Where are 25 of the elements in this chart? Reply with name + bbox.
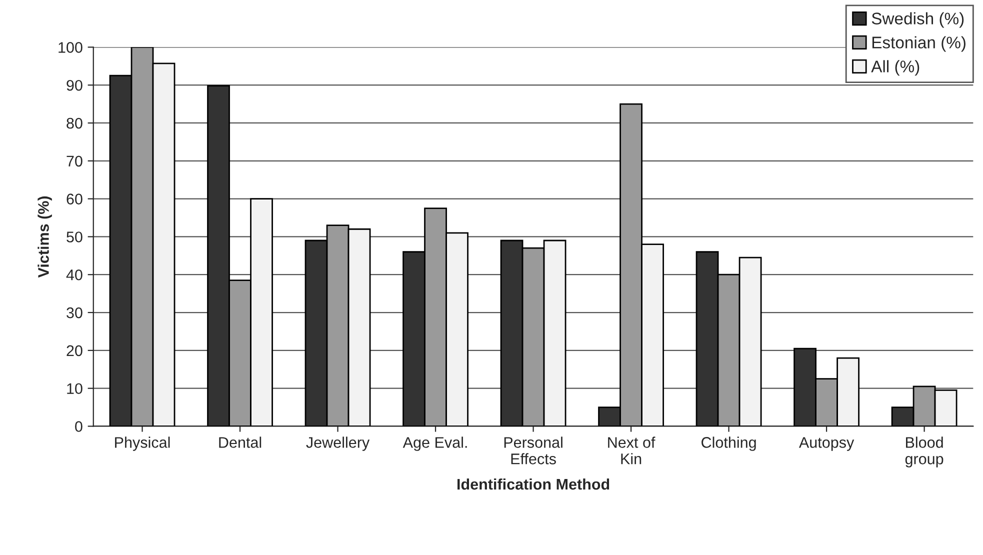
y-tick-label: 40 — [66, 269, 82, 280]
y-tick-label: 50 — [66, 232, 82, 242]
x-tick-label: Blood group — [905, 436, 944, 468]
x-tick-label: Clothing — [702, 436, 756, 451]
y-tick-label: 30 — [66, 307, 82, 318]
y-axis-title: Victims (%) — [38, 196, 52, 278]
y-tick-label: 20 — [66, 345, 82, 356]
y-tick-label: 100 — [58, 42, 82, 53]
x-tick-label: Physical — [115, 436, 170, 451]
legend-label: Swedish (%) — [872, 12, 964, 28]
y-tick-label: 80 — [66, 118, 82, 129]
x-tick-label: Personal Effects — [504, 436, 562, 464]
x-tick-label: Next of Kin — [608, 436, 656, 464]
x-axis-title: Identification Method — [458, 478, 610, 490]
y-tick-label: 60 — [66, 194, 82, 204]
x-tick-label: Jewellery — [306, 436, 370, 451]
legend-label: Estonian (%) — [872, 36, 966, 52]
legend-label: All (%) — [871, 60, 920, 76]
x-tick-label: Autopsy — [798, 437, 854, 451]
x-tick-label: Dental — [219, 436, 262, 448]
y-tick-label: 70 — [66, 156, 82, 167]
y-tick-label: 0 — [75, 421, 82, 432]
y-tick-label: 10 — [67, 383, 82, 394]
y-tick-label: 90 — [66, 80, 82, 91]
x-tick-label: Age Eval. — [402, 436, 467, 451]
